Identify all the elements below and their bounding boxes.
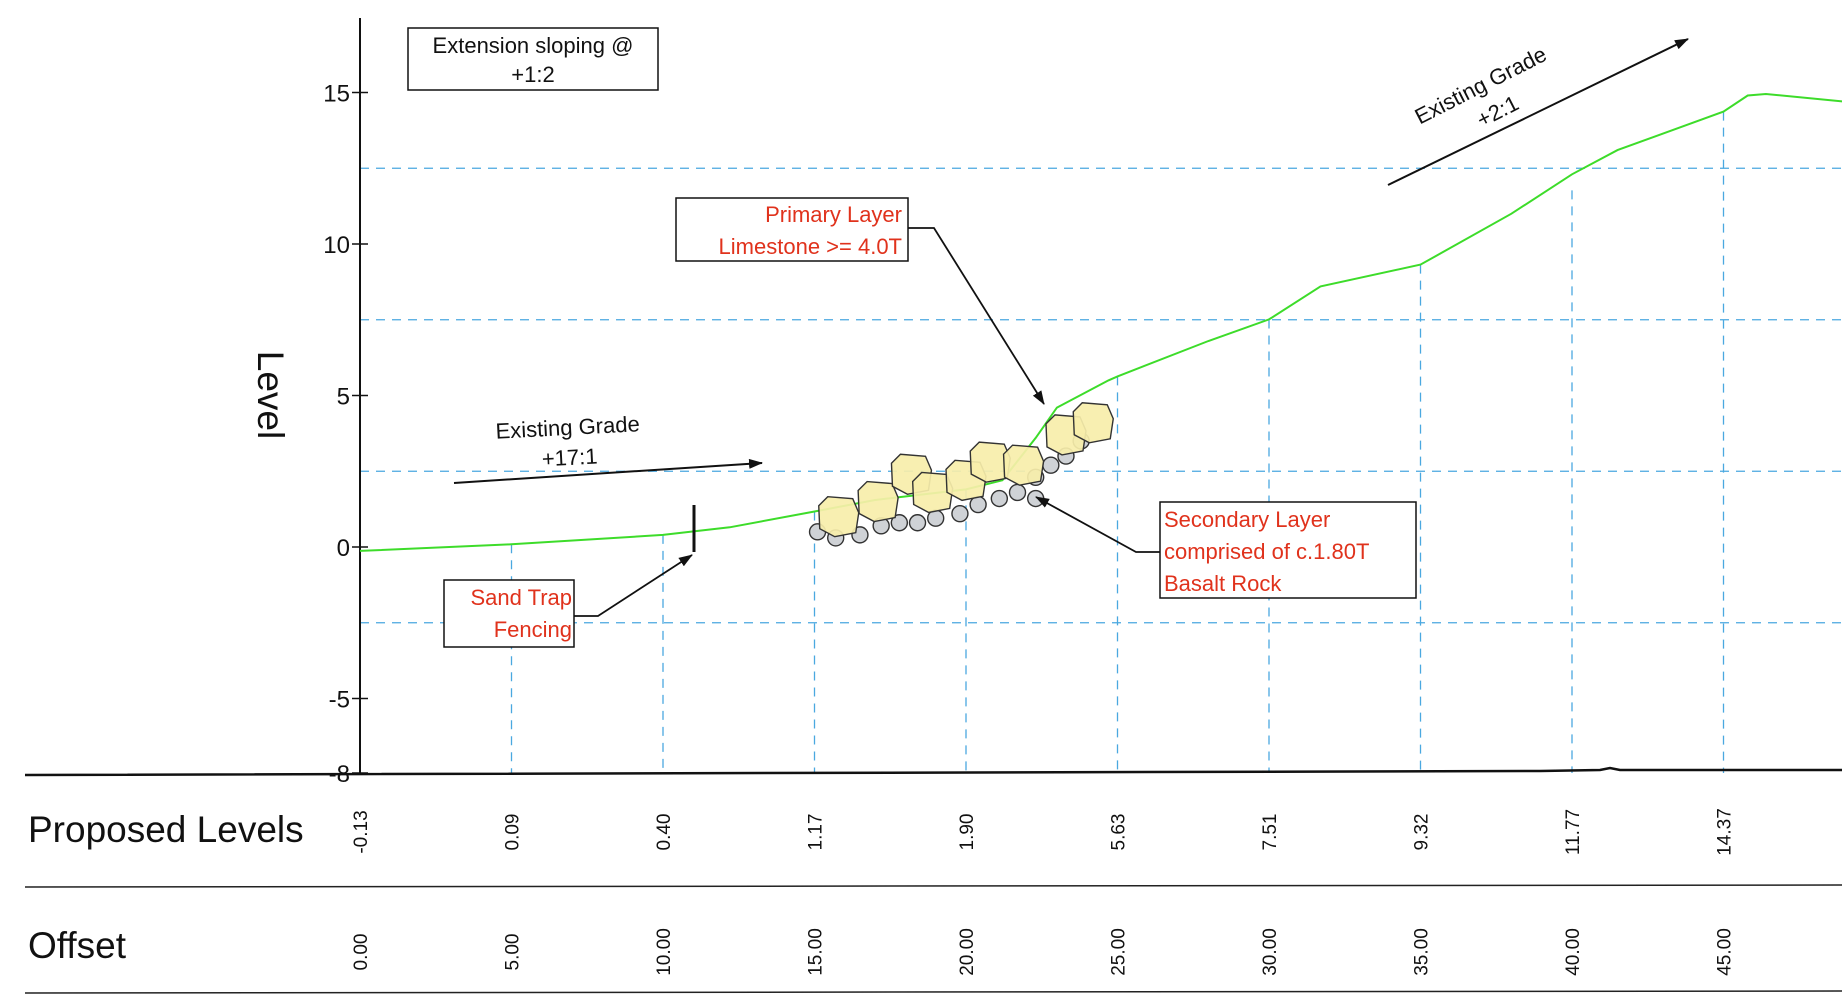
primary-layer-line1: Primary Layer bbox=[765, 202, 902, 227]
primary-boulder bbox=[1072, 402, 1114, 444]
offset-value: 30.00 bbox=[1260, 928, 1281, 976]
proposed-level-value: 1.90 bbox=[957, 814, 978, 851]
secondary-rock bbox=[951, 504, 969, 523]
y-tick-label: -5 bbox=[329, 687, 350, 714]
sand-trap-line2: Fencing bbox=[494, 617, 572, 642]
offset-value: 15.00 bbox=[806, 928, 827, 976]
offset-value: 45.00 bbox=[1715, 928, 1736, 976]
secondary-layer-line2: comprised of c.1.80T bbox=[1164, 539, 1369, 564]
proposed-level-value: 0.09 bbox=[503, 814, 524, 851]
primary-boulder bbox=[911, 471, 954, 514]
offset-value: 0.00 bbox=[351, 934, 372, 971]
primary-layer-line2: Limestone >= 4.0T bbox=[719, 234, 902, 259]
grid bbox=[360, 111, 1842, 773]
offset-row-label: Offset bbox=[28, 925, 127, 966]
ground-profile-line bbox=[359, 92, 1842, 552]
y-tick-label: 5 bbox=[337, 384, 350, 411]
datum-line bbox=[24, 766, 1842, 777]
secondary-rock bbox=[1042, 456, 1060, 474]
primary-layer-callout: Primary Layer Limestone >= 4.0T bbox=[675, 197, 1045, 405]
proposed-level-value: 9.32 bbox=[1412, 814, 1433, 851]
offset-value: 10.00 bbox=[654, 928, 675, 976]
proposed-level-value: 1.17 bbox=[806, 814, 827, 851]
offset-value: 5.00 bbox=[503, 934, 524, 971]
primary-layer-leader bbox=[908, 227, 1045, 405]
sand-trap-leader bbox=[574, 554, 693, 617]
table-bottom bbox=[24, 990, 1842, 994]
existing-grade-left-line1: Existing Grade bbox=[495, 411, 640, 444]
y-axis-label: Level bbox=[250, 351, 291, 439]
y-tick-label: 15 bbox=[323, 81, 350, 108]
proposed-level-value: 0.40 bbox=[654, 814, 675, 851]
primary-boulder bbox=[857, 480, 899, 523]
existing-grade-right-annotation: Existing Grade +2:1 bbox=[1387, 38, 1689, 186]
secondary-layer-leader bbox=[1035, 496, 1160, 553]
secondary-layer-callout: Secondary Layer comprised of c.1.80T Bas… bbox=[1035, 496, 1417, 599]
extension-line2: +1:2 bbox=[511, 62, 554, 87]
secondary-rock bbox=[1026, 489, 1045, 508]
proposed-level-value: -0.13 bbox=[351, 810, 372, 853]
offset-value: 20.00 bbox=[957, 928, 978, 976]
secondary-rock bbox=[1008, 483, 1027, 502]
existing-grade-left-arrow bbox=[453, 458, 763, 484]
secondary-rock bbox=[990, 489, 1009, 508]
table-divider bbox=[24, 884, 1842, 888]
secondary-layer-line1: Secondary Layer bbox=[1164, 507, 1330, 532]
sand-trap-callout: Sand Trap Fencing bbox=[443, 554, 693, 648]
proposed-levels-row-label: Proposed Levels bbox=[28, 809, 304, 850]
proposed-level-value: 14.37 bbox=[1715, 808, 1736, 856]
proposed-level-value: 7.51 bbox=[1260, 814, 1281, 851]
existing-grade-left-annotation: Existing Grade +17:1 bbox=[453, 411, 763, 484]
table-columns: -0.13 0.00 0.09 5.00 0.40 10.00 1.17 15.00 1.90 2… bbox=[351, 808, 1736, 976]
y-tick-label: 0 bbox=[337, 535, 350, 562]
extension-line1: Extension sloping @ bbox=[433, 33, 634, 58]
secondary-layer-line3: Basalt Rock bbox=[1164, 571, 1282, 596]
y-tick-label: 10 bbox=[323, 232, 350, 259]
primary-boulder bbox=[1002, 444, 1045, 486]
offset-value: 25.00 bbox=[1109, 928, 1130, 976]
secondary-rock bbox=[890, 514, 909, 532]
rock-armour bbox=[808, 402, 1114, 547]
primary-boulder bbox=[818, 495, 860, 538]
extension-slope-callout: Extension sloping @ +1:2 bbox=[407, 27, 659, 91]
offset-value: 40.00 bbox=[1563, 928, 1584, 976]
secondary-rock bbox=[908, 514, 927, 532]
existing-grade-right-arrow bbox=[1387, 38, 1689, 186]
proposed-level-value: 5.63 bbox=[1109, 814, 1130, 851]
offset-value: 35.00 bbox=[1412, 928, 1433, 976]
sand-trap-line1: Sand Trap bbox=[470, 585, 572, 610]
proposed-level-value: 11.77 bbox=[1563, 809, 1584, 855]
existing-grade-left-line2: +17:1 bbox=[541, 444, 598, 472]
